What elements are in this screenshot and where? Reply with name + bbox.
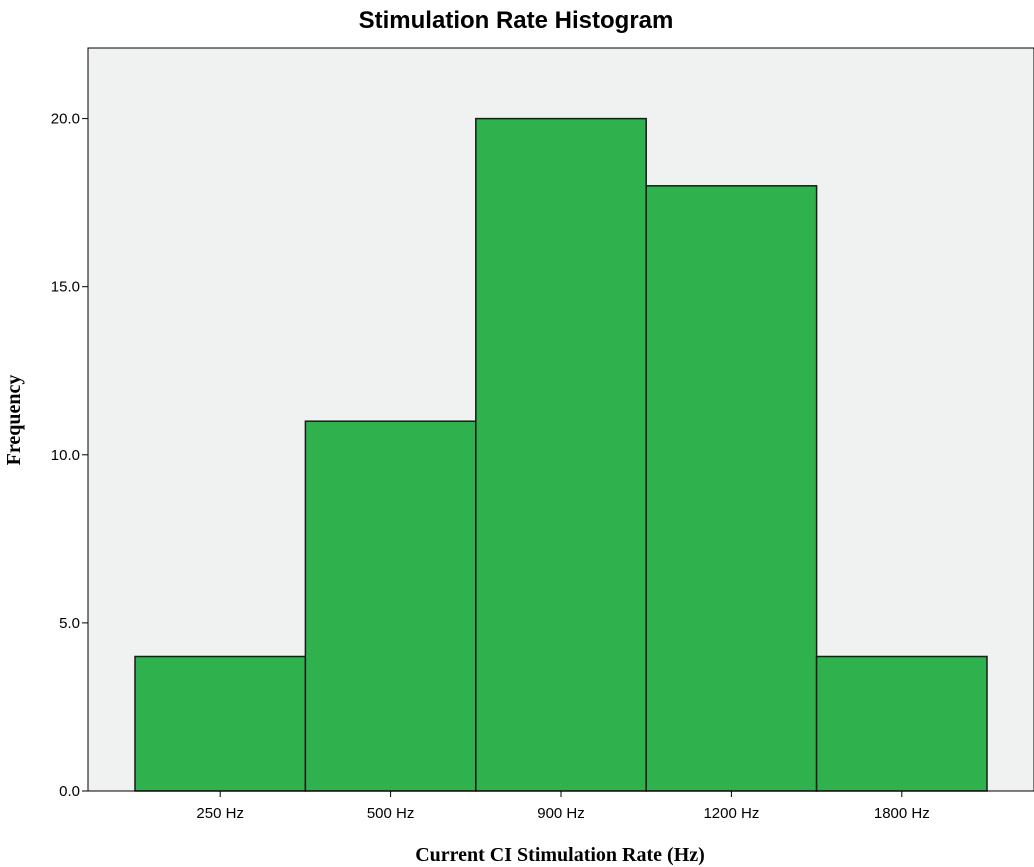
bar-1800-hz [815,655,988,792]
y-tick-label: 0.0 [59,783,80,800]
chart-title: Stimulation Rate Histogram [359,7,674,34]
bar-900-hz [475,117,647,792]
bar-250-hz [134,655,307,792]
x-tick-label: 900 Hz [537,805,585,822]
bar-500-hz [304,420,477,792]
x-axis-ticks: 250 Hz 500 Hz 900 Hz 1200 Hz 1800 Hz [196,791,930,822]
y-tick-label: 20.0 [51,111,80,128]
x-tick-label: 250 Hz [196,805,244,822]
y-axis-label: Frequency [3,375,25,466]
x-axis-label: Current CI Stimulation Rate (Hz) [415,844,705,866]
bars-group [134,117,988,792]
y-tick-label: 10.0 [51,447,80,464]
y-tick-label: 5.0 [59,615,80,632]
y-axis-ticks: 0.0 5.0 10.0 15.0 20.0 [51,111,88,800]
bar-1200-hz [645,185,818,792]
y-tick-label: 15.0 [51,279,80,296]
x-tick-label: 1800 Hz [874,805,930,822]
x-tick-label: 500 Hz [367,805,415,822]
x-tick-label: 1200 Hz [703,805,759,822]
